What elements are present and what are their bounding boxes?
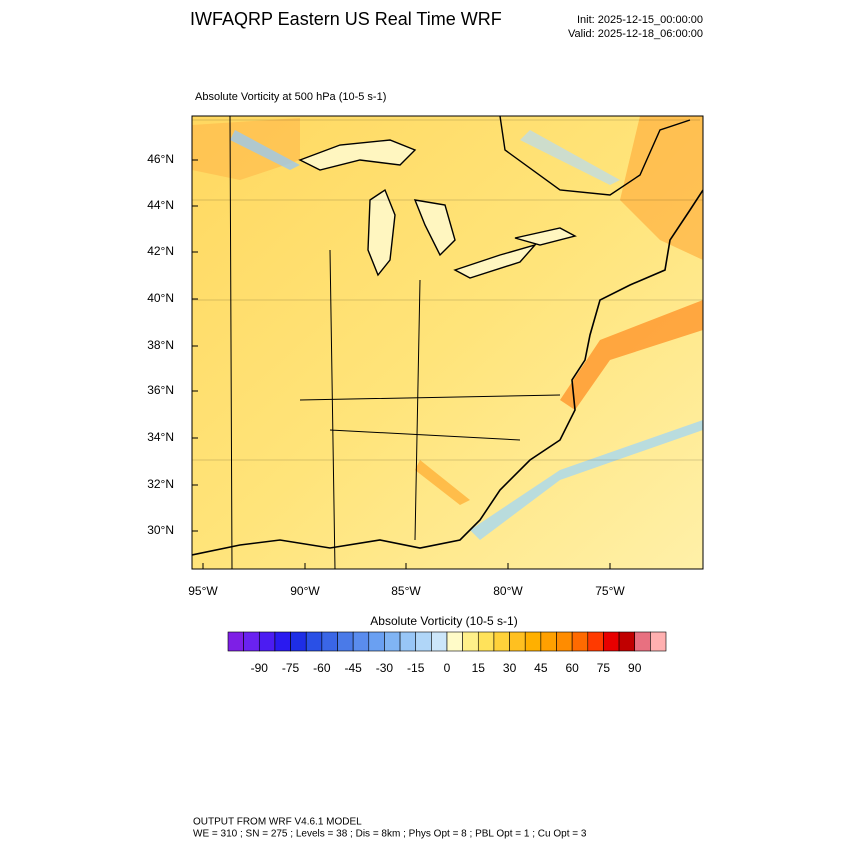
color-swatch — [509, 631, 526, 652]
colorbar-tick-label: -75 — [282, 661, 300, 675]
colorbar-tick-label: 45 — [534, 661, 548, 675]
colorbar: -90 -75 -60 -45 -30 -15 0 15 30 45 60 75 90 — [227, 631, 667, 675]
lat-label: 32°N — [147, 477, 174, 491]
color-swatch — [634, 631, 651, 652]
color-swatch — [524, 631, 542, 652]
colorbar-tick-label: 0 — [444, 661, 451, 675]
lon-label: 95°W — [188, 584, 218, 598]
color-swatch — [274, 631, 291, 652]
color-swatch — [431, 631, 448, 652]
footer-line: OUTPUT FROM WRF V4.6.1 MODEL — [193, 817, 362, 828]
color-swatch — [415, 631, 432, 652]
color-swatch — [258, 631, 276, 652]
color-swatch — [571, 631, 589, 652]
color-swatch — [337, 631, 354, 652]
color-swatch — [462, 631, 479, 652]
color-swatch — [321, 631, 338, 652]
lon-label: 90°W — [290, 584, 320, 598]
lat-label: 30°N — [147, 523, 174, 537]
map-axes: 46°N 44°N 42°N 40°N 38°N 36°N 34°N 32°N 30°N 95°W… — [147, 152, 625, 598]
colorbar-tick-label: 90 — [628, 661, 642, 675]
init-time: Init: 2025-12-15_00:00:00 — [577, 14, 703, 26]
color-swatch — [305, 631, 323, 652]
footer-line: WE = 310 ; SN = 275 ; Levels = 38 ; Dis … — [193, 829, 587, 840]
lat-label: 40°N — [147, 291, 174, 305]
colorbar-tick-label: -45 — [344, 661, 362, 675]
color-swatch — [618, 631, 636, 652]
lon-label: 85°W — [391, 584, 421, 598]
color-swatch — [352, 631, 370, 652]
colorbar-tick-label: -30 — [376, 661, 394, 675]
map-subtitle: Absolute Vorticity at 500 hPa (10-5 s-1) — [195, 91, 386, 103]
lat-label: 38°N — [147, 338, 174, 352]
color-swatch — [399, 631, 417, 652]
colorbar-tick-label: 60 — [565, 661, 579, 675]
lon-label: 75°W — [595, 584, 625, 598]
color-swatch — [603, 631, 620, 652]
valid-time: Valid: 2025-12-18_06:00:00 — [568, 28, 703, 40]
color-swatch — [650, 631, 667, 652]
colorbar-tick-label: 75 — [597, 661, 611, 675]
color-swatch — [368, 631, 385, 652]
color-swatch — [384, 631, 401, 652]
colorbar-title: Absolute Vorticity (10-5 s-1) — [370, 614, 517, 628]
colorbar-tick-label: -60 — [313, 661, 331, 675]
colorbar-tick-label: 15 — [472, 661, 486, 675]
color-swatch — [243, 631, 260, 652]
lat-label: 44°N — [147, 198, 174, 212]
colorbar-tick-label: -15 — [407, 661, 425, 675]
colorbar-tick-label: -90 — [251, 661, 269, 675]
color-swatch — [540, 631, 557, 652]
colorbar-tick-label: 30 — [503, 661, 517, 675]
lat-label: 36°N — [147, 383, 174, 397]
title: IWFAQRP Eastern US Real Time WRF — [190, 9, 502, 29]
lat-label: 34°N — [147, 430, 174, 444]
map-frame — [191, 115, 704, 570]
color-swatch — [493, 631, 510, 652]
color-swatch — [227, 631, 244, 652]
color-swatch — [477, 631, 495, 652]
map-field — [192, 116, 703, 569]
color-swatch — [446, 631, 463, 652]
lat-label: 46°N — [147, 152, 174, 166]
color-swatch — [290, 631, 307, 652]
color-swatch — [587, 631, 604, 652]
lat-label: 42°N — [147, 244, 174, 258]
lon-label: 80°W — [493, 584, 523, 598]
color-swatch — [556, 631, 573, 652]
